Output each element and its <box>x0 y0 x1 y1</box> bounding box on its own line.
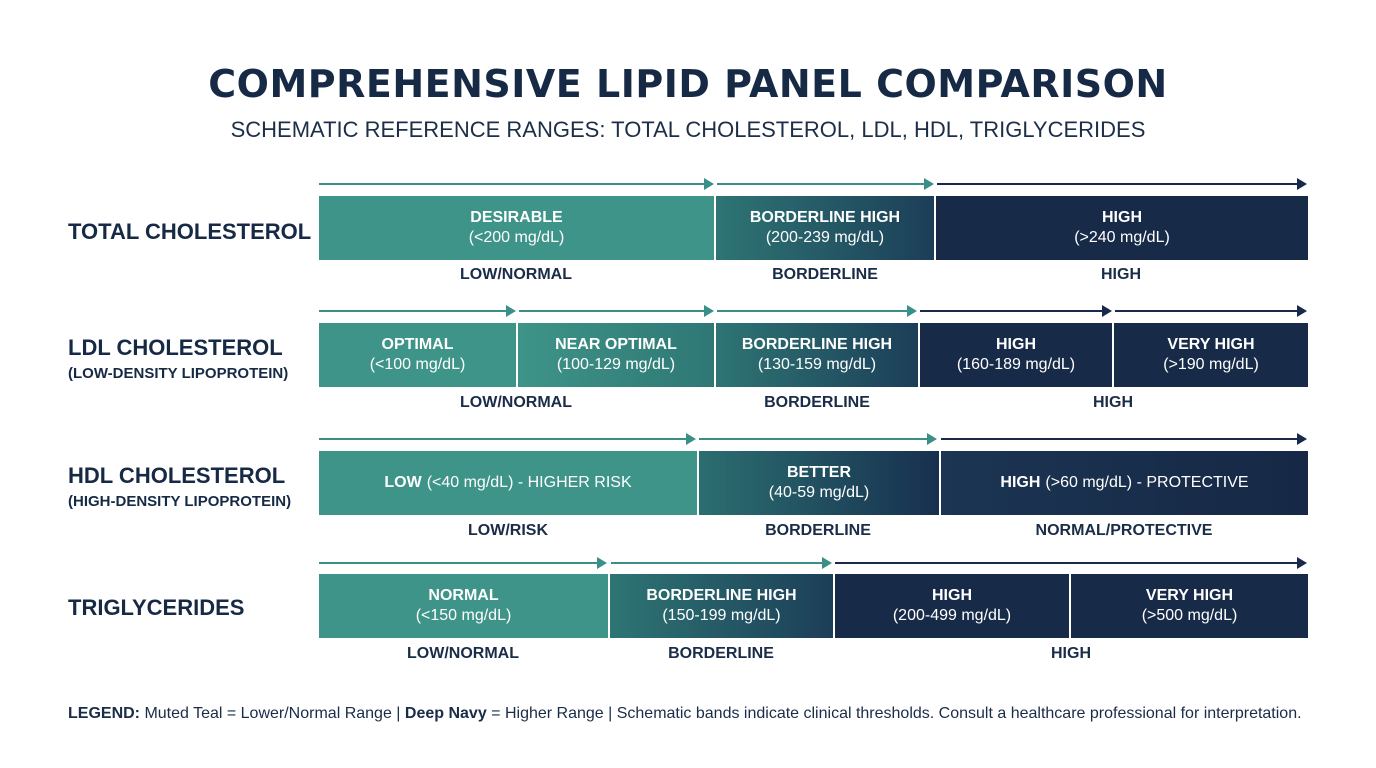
row-title: TOTAL CHOLESTEROL <box>68 219 312 244</box>
band-title: HIGH <box>1000 474 1041 491</box>
legend: LEGEND: Muted Teal = Lower/Normal Range … <box>68 705 1302 723</box>
band-title: VERY HIGH <box>1145 587 1234 604</box>
arrow-line <box>717 178 934 190</box>
range-band: VERY HIGH (>190 mg/dL) <box>1114 323 1308 387</box>
band-title: BORDERLINE HIGH <box>741 336 893 353</box>
range-band: HIGH (>60 mg/dL) - PROTECTIVE <box>941 451 1308 515</box>
arrow-line <box>611 557 832 569</box>
band-range: (130-159 mg/dL) <box>757 356 877 373</box>
category-label: HIGH <box>1093 394 1133 411</box>
legend-text: Muted Teal = Lower/Normal Range | <box>140 705 405 722</box>
band-title: NORMAL <box>428 587 499 604</box>
arrow-line <box>1115 305 1307 317</box>
row-label-hdl: HDL CHOLESTEROL (HIGH-DENSITY LIPOPROTEI… <box>68 463 291 510</box>
legend-key-navy: Deep Navy <box>404 705 487 722</box>
band-range: (>240 mg/dL) <box>1074 229 1170 246</box>
range-band: NEAR OPTIMAL (100-129 mg/dL) <box>518 323 714 387</box>
range-band: OPTIMAL (<100 mg/dL) <box>319 323 516 387</box>
arrow-line <box>319 433 696 445</box>
arrow-line <box>717 305 917 317</box>
band-range: (200-239 mg/dL) <box>765 229 885 246</box>
band-title: HIGH <box>996 336 1036 353</box>
category-label: BORDERLINE <box>764 394 870 411</box>
page-title: COMPREHENSIVE LIPID PANEL COMPARISON <box>208 62 1168 106</box>
band-range: (150-199 mg/dL) <box>662 607 781 624</box>
arrow-line <box>941 433 1307 445</box>
arrow-line <box>319 557 607 569</box>
band-title: BORDERLINE HIGH <box>749 209 901 226</box>
category-label: LOW/RISK <box>468 522 548 539</box>
row-subtitle: (LOW-DENSITY LIPOPROTEIN) <box>68 365 289 382</box>
band-title: HIGH <box>1102 209 1142 226</box>
arrow-line <box>699 433 937 445</box>
band-title: DESIRABLE <box>470 209 563 226</box>
category-label: BORDERLINE <box>765 522 871 539</box>
range-band: LOW (<40 mg/dL) - HIGHER RISK <box>319 451 697 515</box>
band-range: (160-189 mg/dL) <box>956 356 1076 373</box>
arrow-line <box>319 178 714 190</box>
category-label: LOW/NORMAL <box>407 645 519 662</box>
band-range: (<40 mg/dL) - HIGHER RISK <box>426 474 632 491</box>
band-title: OPTIMAL <box>381 336 454 353</box>
row-label-triglycerides: TRIGLYCERIDES <box>68 595 244 621</box>
arrow-line <box>920 305 1112 317</box>
range-band: HIGH (200-499 mg/dL) <box>835 574 1069 638</box>
band-title: NEAR OPTIMAL <box>555 336 677 353</box>
band-title: BORDERLINE HIGH <box>646 587 797 604</box>
band-range: (>500 mg/dL) <box>1141 607 1238 624</box>
row-label-total-cholesterol: TOTAL CHOLESTEROL <box>68 219 311 245</box>
category-label: BORDERLINE <box>772 266 878 283</box>
band-range: (100-129 mg/dL) <box>556 356 676 373</box>
band-title: BETTER <box>787 464 851 481</box>
legend-key: LEGEND: <box>68 705 140 722</box>
band-range: (>190 mg/dL) <box>1163 356 1259 373</box>
band-range: (<100 mg/dL) <box>369 356 466 373</box>
range-band: BORDERLINE HIGH (130-159 mg/dL) <box>716 323 918 387</box>
band-title: VERY HIGH <box>1167 336 1255 353</box>
band-range: (200-499 mg/dL) <box>892 607 1012 624</box>
row-title: LDL CHOLESTEROL <box>68 335 283 360</box>
range-band: BORDERLINE HIGH (200-239 mg/dL) <box>716 196 934 260</box>
arrow-line <box>937 178 1307 190</box>
category-label: LOW/NORMAL <box>460 266 572 283</box>
range-band: HIGH (160-189 mg/dL) <box>920 323 1112 387</box>
range-band: VERY HIGH (>500 mg/dL) <box>1071 574 1308 638</box>
range-band: NORMAL (<150 mg/dL) <box>319 574 608 638</box>
range-band: BORDERLINE HIGH (150-199 mg/dL) <box>610 574 833 638</box>
band-range: (<200 mg/dL) <box>468 229 565 246</box>
row-subtitle: (HIGH-DENSITY LIPOPROTEIN) <box>68 493 292 510</box>
row-title: TRIGLYCERIDES <box>68 595 245 620</box>
category-label: BORDERLINE <box>668 645 774 662</box>
band-range: (>60 mg/dL) - PROTECTIVE <box>1045 474 1249 491</box>
arrow-line <box>519 305 714 317</box>
range-band: HIGH (>240 mg/dL) <box>936 196 1308 260</box>
row-title: HDL CHOLESTEROL <box>68 463 286 488</box>
legend-text: = Higher Range | Schematic bands indicat… <box>486 705 1302 722</box>
range-band: DESIRABLE (<200 mg/dL) <box>319 196 714 260</box>
arrow-line <box>319 305 516 317</box>
band-title: HIGH <box>932 587 972 604</box>
row-label-ldl: LDL CHOLESTEROL (LOW-DENSITY LIPOPROTEIN… <box>68 335 288 382</box>
category-label: LOW/NORMAL <box>460 394 572 411</box>
category-label: HIGH <box>1101 266 1141 283</box>
band-range: (40-59 mg/dL) <box>768 484 870 501</box>
band-title: LOW <box>384 474 422 491</box>
category-label: HIGH <box>1051 645 1091 662</box>
category-label: NORMAL/PROTECTIVE <box>1035 522 1213 539</box>
page-subtitle: SCHEMATIC REFERENCE RANGES: TOTAL CHOLES… <box>230 117 1146 142</box>
arrow-line <box>835 557 1307 569</box>
range-band: BETTER (40-59 mg/dL) <box>699 451 939 515</box>
band-range: (<150 mg/dL) <box>415 607 512 624</box>
